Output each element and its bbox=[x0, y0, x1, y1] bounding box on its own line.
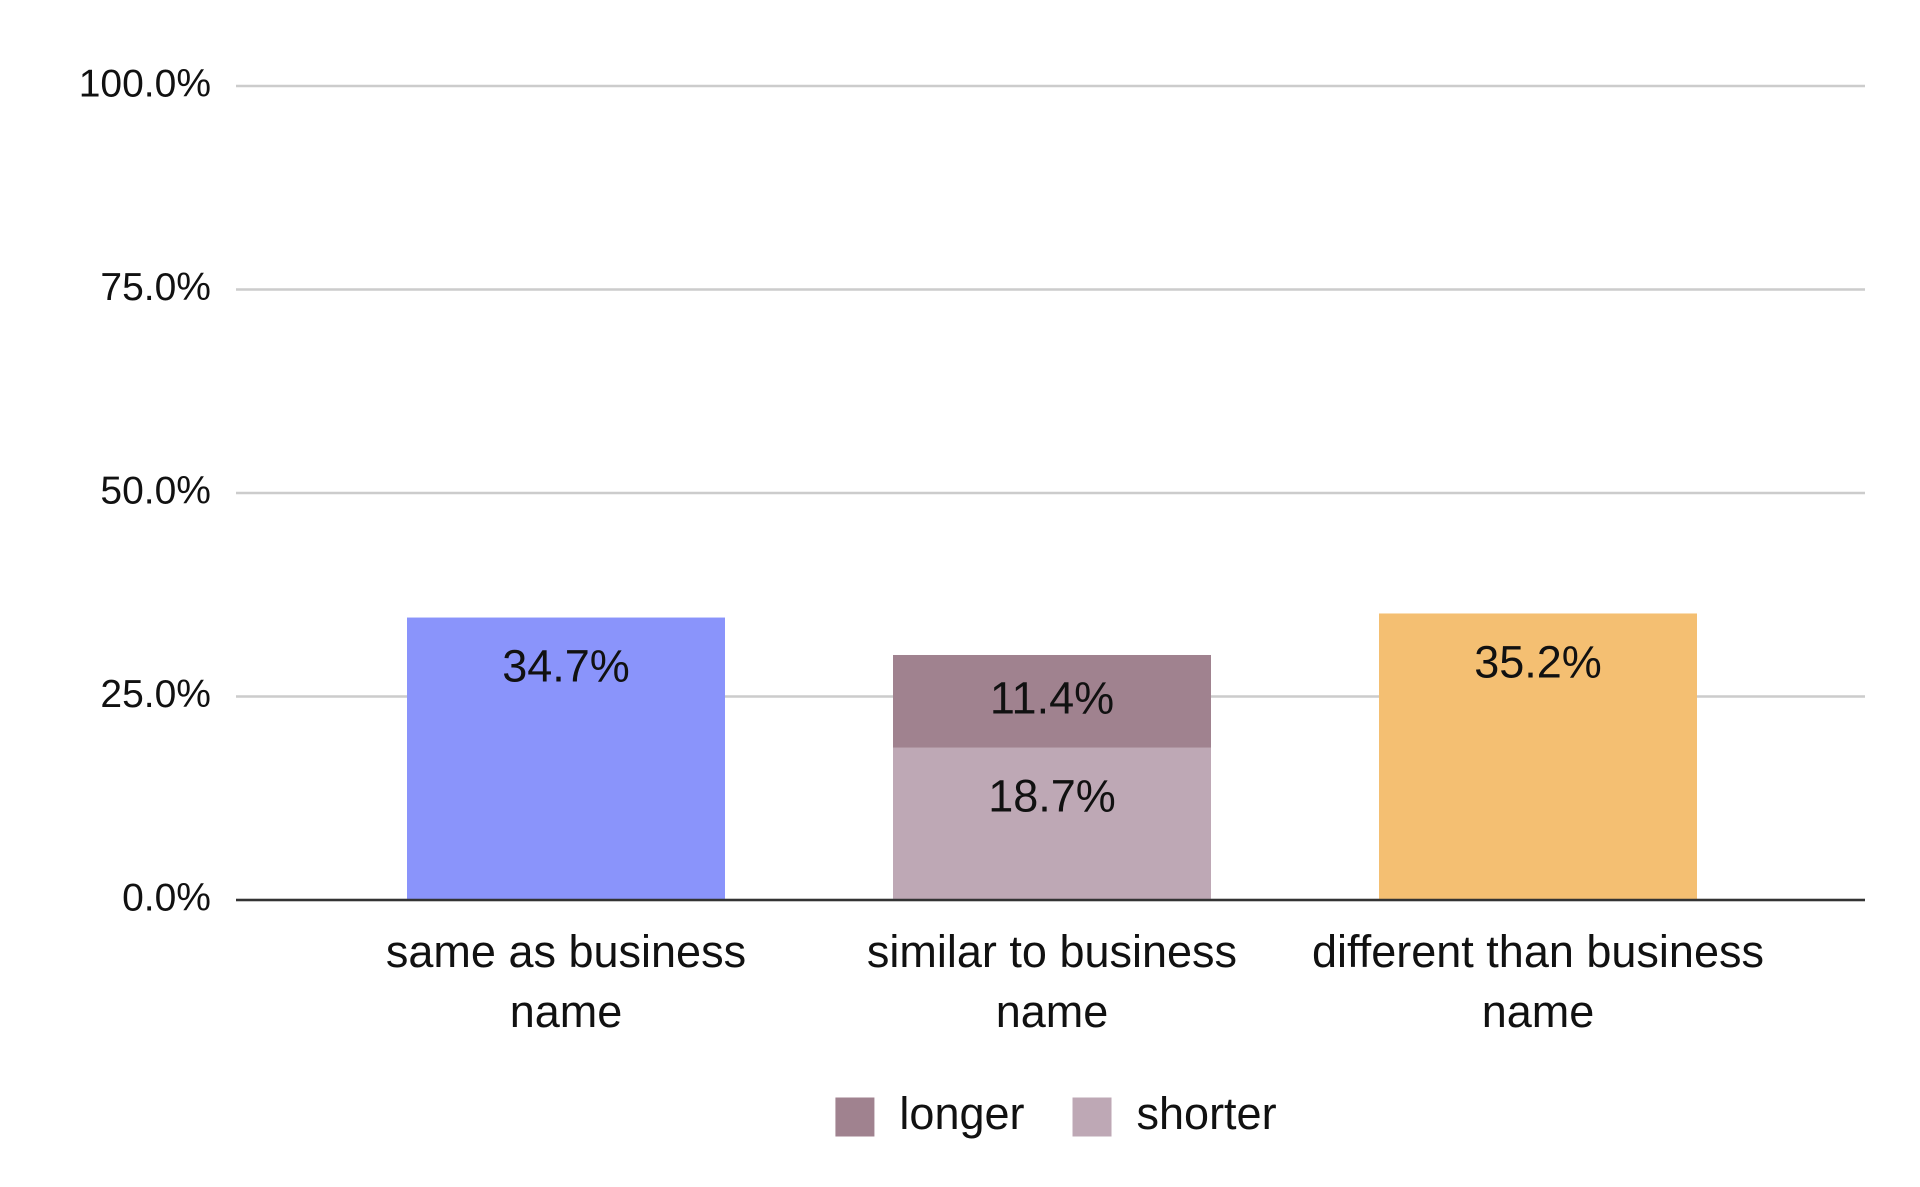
x-tick-label: same as business name bbox=[385, 926, 747, 1037]
y-tick-label: 75.0% bbox=[100, 266, 211, 309]
legend-item: shorter bbox=[1072, 1088, 1277, 1139]
x-tick-label-box: similar to business name bbox=[866, 926, 1238, 1037]
bar-segment bbox=[1379, 613, 1697, 900]
x-tick-label-box: different than business name bbox=[1312, 926, 1764, 1037]
y-tick-label: 100.0% bbox=[79, 62, 211, 105]
legend-swatch bbox=[1072, 1097, 1112, 1137]
data-label: 34.7% bbox=[502, 640, 630, 691]
legend-swatch bbox=[835, 1097, 875, 1137]
bar-segment bbox=[893, 654, 1211, 748]
data-label: 35.2% bbox=[1474, 636, 1602, 687]
x-tick-label-box: same as business name bbox=[385, 926, 747, 1037]
data-label: 18.7% bbox=[988, 771, 1116, 822]
legend-label: longer bbox=[899, 1088, 1024, 1139]
bar-segment bbox=[407, 617, 725, 900]
y-tick-label: 50.0% bbox=[100, 469, 211, 512]
x-tick-label: different than business name bbox=[1312, 926, 1764, 1037]
y-tick-label: 25.0% bbox=[100, 673, 211, 716]
bar-segment bbox=[893, 747, 1211, 900]
x-tick-label: similar to business name bbox=[866, 926, 1238, 1037]
legend-item: longer bbox=[835, 1088, 1025, 1139]
data-label: 11.4% bbox=[990, 672, 1114, 723]
legend-label: shorter bbox=[1137, 1088, 1277, 1139]
y-tick-label: 0.0% bbox=[122, 876, 211, 919]
